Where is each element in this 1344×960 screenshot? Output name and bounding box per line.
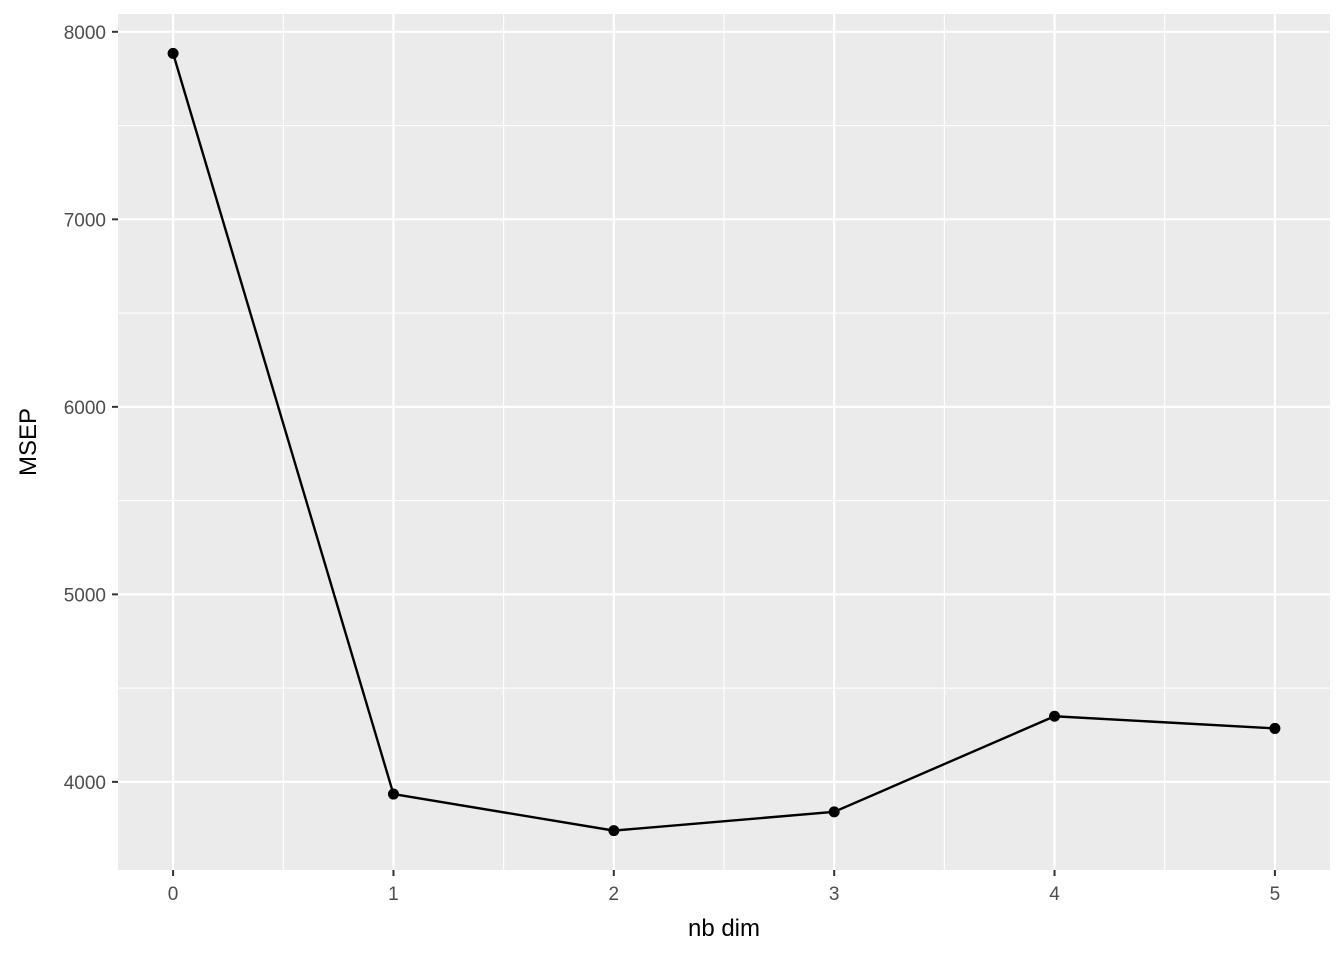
series-line — [171, 53, 1275, 832]
x-tick-label: 1 — [388, 884, 399, 905]
y-tick-label: 8000 — [64, 23, 106, 44]
major-gridlines — [118, 14, 1330, 870]
y-tick-label: 7000 — [64, 210, 106, 231]
x-tick-label: 2 — [609, 884, 620, 905]
data-point — [387, 788, 399, 800]
x-tick-label: 4 — [1049, 884, 1060, 905]
minor-gridlines — [118, 14, 1330, 870]
x-tick-label: 5 — [1270, 884, 1281, 905]
x-axis-title: nb dim — [688, 915, 760, 942]
data-point — [828, 806, 840, 818]
y-tick-label: 4000 — [64, 773, 106, 794]
y-tick-label: 6000 — [64, 398, 106, 419]
y-axis-title: MSEP — [15, 408, 42, 476]
x-tick-label: 3 — [829, 884, 840, 905]
data-point — [608, 825, 620, 837]
y-axis: 4000 5000 6000 7000 8000 — [64, 23, 118, 794]
data-point — [1269, 722, 1281, 734]
x-axis: 0 1 2 3 4 5 — [168, 870, 1280, 905]
x-tick-label: 0 — [168, 884, 179, 905]
data-point — [167, 47, 179, 59]
y-tick-label: 5000 — [64, 585, 106, 606]
data-point — [1049, 710, 1061, 722]
data-points — [167, 47, 1281, 837]
